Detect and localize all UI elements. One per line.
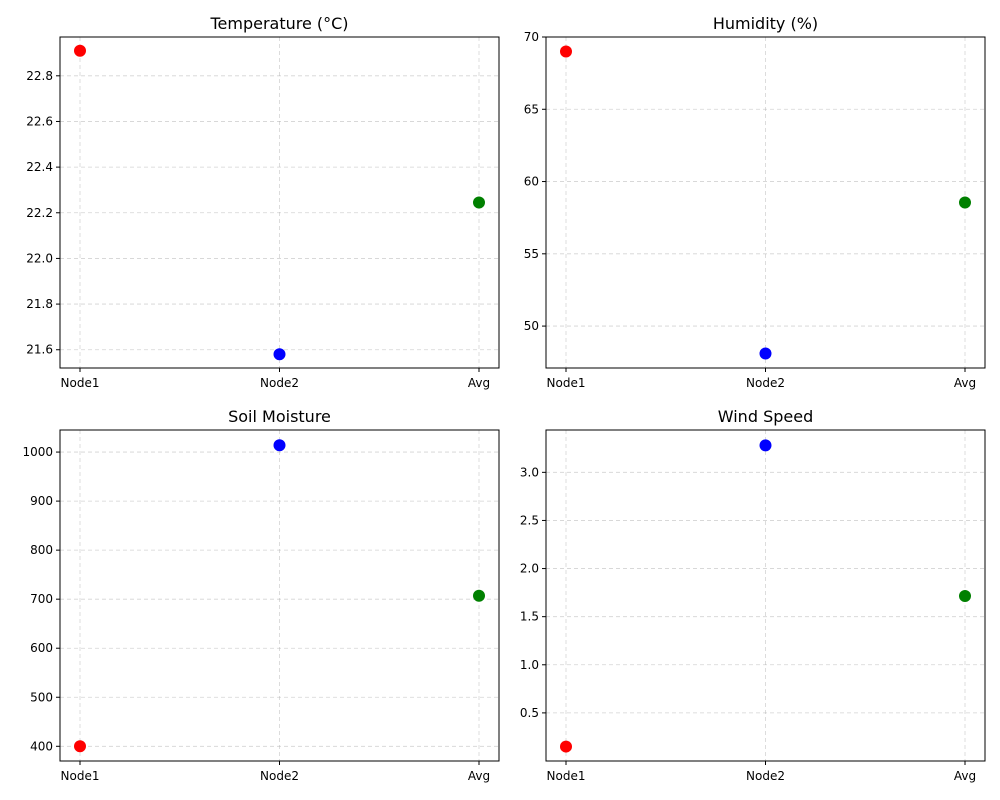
x-tick-label: Node1 — [547, 769, 586, 783]
y-tick-label: 1000 — [22, 445, 53, 459]
chart-title: Temperature (°C) — [209, 14, 348, 33]
y-tick-label: 22.4 — [26, 160, 53, 174]
y-tick-label: 21.8 — [26, 297, 53, 311]
data-point-avg — [959, 589, 971, 602]
x-tick-label: Node2 — [746, 376, 785, 390]
y-tick-label: 3.0 — [520, 465, 539, 479]
axes-frame — [59, 429, 500, 762]
y-tick-label: 60 — [524, 175, 539, 189]
y-tick-label: 21.6 — [26, 343, 53, 357]
axes-frame — [545, 36, 986, 369]
x-tick-label: Avg — [468, 376, 490, 390]
y-tick-label: 400 — [30, 739, 53, 753]
data-point-node1 — [560, 740, 572, 753]
data-point-node2 — [273, 348, 286, 361]
x-tick-label: Node2 — [260, 376, 299, 390]
y-tick-label: 600 — [30, 641, 53, 655]
subplot-humidity: Humidity (%) Node1 Node2 Avg 50 55 60 65 70 — [524, 14, 986, 390]
axes-frame — [545, 429, 986, 762]
y-tick-label: 0.5 — [520, 706, 539, 720]
data-point-node2 — [273, 439, 286, 452]
y-tick-label: 1.0 — [520, 658, 539, 672]
y-tick-label: 22.2 — [26, 206, 53, 220]
data-point-node1 — [560, 45, 572, 58]
x-tick-label: Avg — [468, 769, 490, 783]
y-tick-label: 22.6 — [26, 114, 53, 128]
subplot-wind-speed: Wind Speed Node1 Node2 Avg 0.5 1.0 1.5 2.0 2.5 3… — [520, 407, 986, 783]
y-tick-label: 700 — [30, 592, 53, 606]
x-tick-label: Node1 — [547, 376, 586, 390]
data-point-node2 — [759, 439, 772, 452]
y-tick-label: 70 — [524, 30, 539, 44]
data-point-node1 — [74, 740, 86, 753]
y-tick-label: 500 — [30, 690, 53, 704]
y-tick-label: 65 — [524, 102, 539, 116]
chart-title: Wind Speed — [718, 407, 813, 426]
x-tick-label: Node1 — [61, 769, 100, 783]
x-tick-label: Avg — [954, 769, 976, 783]
y-tick-label: 22.8 — [26, 69, 53, 83]
x-tick-label: Node1 — [61, 376, 100, 390]
y-tick-label: 22.0 — [26, 251, 53, 265]
data-point-avg — [473, 196, 485, 209]
x-tick-label: Node2 — [260, 769, 299, 783]
data-point-avg — [959, 196, 971, 209]
y-tick-label: 2.5 — [520, 513, 539, 527]
y-tick-label: 50 — [524, 319, 539, 333]
y-tick-label: 1.5 — [520, 610, 539, 624]
x-tick-label: Avg — [954, 376, 976, 390]
y-tick-label: 2.0 — [520, 562, 539, 576]
axes-frame — [59, 36, 500, 369]
y-tick-label: 900 — [30, 494, 53, 508]
chart-title: Soil Moisture — [228, 407, 331, 426]
data-point-node2 — [759, 347, 772, 360]
x-tick-label: Node2 — [746, 769, 785, 783]
data-point-node1 — [74, 44, 86, 57]
y-tick-label: 55 — [524, 247, 539, 261]
subplot-temperature: Temperature (°C) Node1 Node2 Avg 21.6 21.8 22… — [26, 14, 500, 390]
subplot-soil-moisture: Soil Moisture Node1 Node2 Avg 400 500 600 700 8… — [22, 407, 500, 783]
chart-title: Humidity (%) — [713, 14, 818, 33]
y-tick-label: 800 — [30, 543, 53, 557]
data-point-avg — [473, 589, 485, 602]
